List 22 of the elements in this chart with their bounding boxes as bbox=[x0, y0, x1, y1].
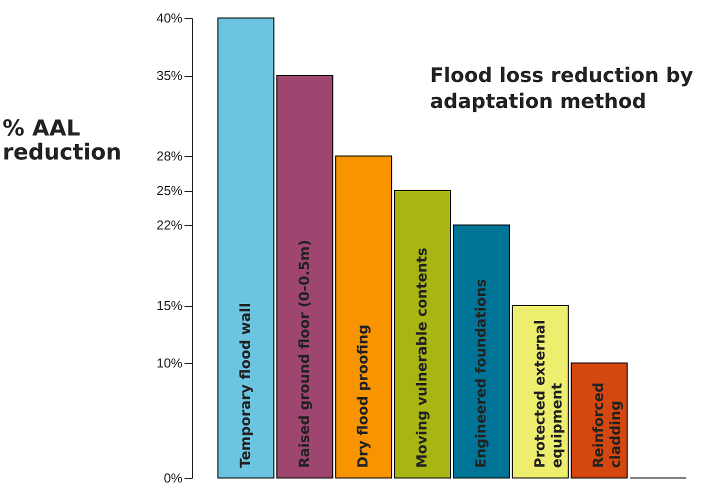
y-tick-label: 35% bbox=[156, 68, 183, 83]
y-tick-label: 15% bbox=[156, 298, 183, 313]
bar bbox=[452, 224, 510, 478]
x-tick-label: Raised ground floor (0-0.5m) bbox=[296, 240, 313, 468]
text: Flood loss reduction by adaptation method bbox=[430, 63, 694, 113]
bar bbox=[276, 75, 334, 478]
bar bbox=[394, 190, 452, 478]
y-tick-label: 0% bbox=[164, 470, 183, 485]
x-tick-label: Moving vulnerable contents bbox=[414, 248, 431, 468]
bar bbox=[335, 156, 392, 478]
x-tick-label: Protected external equipment bbox=[532, 320, 566, 468]
x-tick-label: Dry flood proofing bbox=[356, 324, 372, 468]
x-tick-label: Engineered foundations bbox=[473, 278, 490, 468]
x-tick-label: Temporary flood wall bbox=[238, 302, 254, 468]
y-tick-label: 22% bbox=[156, 218, 183, 232]
y-tick-label: 28% bbox=[156, 148, 183, 164]
x-tick-label: Reinforced cladding bbox=[591, 382, 624, 468]
y-tick-label: 25% bbox=[156, 183, 183, 198]
y-tick-label: 10% bbox=[156, 356, 183, 370]
y-axis-title: % AAL reduction bbox=[2, 116, 122, 166]
y-tick-label: 40% bbox=[156, 10, 183, 26]
bar bbox=[217, 18, 274, 478]
